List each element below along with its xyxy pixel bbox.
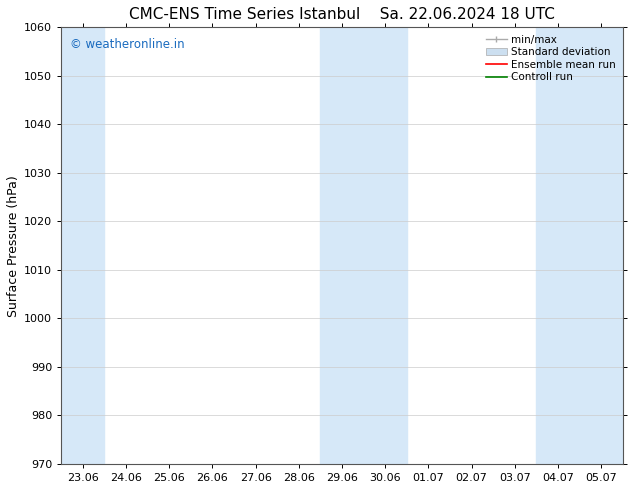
- Text: © weatheronline.in: © weatheronline.in: [70, 38, 184, 51]
- Bar: [61, 27, 105, 464]
- Bar: [320, 27, 407, 464]
- Title: CMC-ENS Time Series Istanbul    Sa. 22.06.2024 18 UTC: CMC-ENS Time Series Istanbul Sa. 22.06.2…: [129, 7, 555, 22]
- Legend: min/max, Standard deviation, Ensemble mean run, Controll run: min/max, Standard deviation, Ensemble me…: [484, 32, 618, 84]
- Bar: [536, 27, 623, 464]
- Y-axis label: Surface Pressure (hPa): Surface Pressure (hPa): [7, 175, 20, 317]
